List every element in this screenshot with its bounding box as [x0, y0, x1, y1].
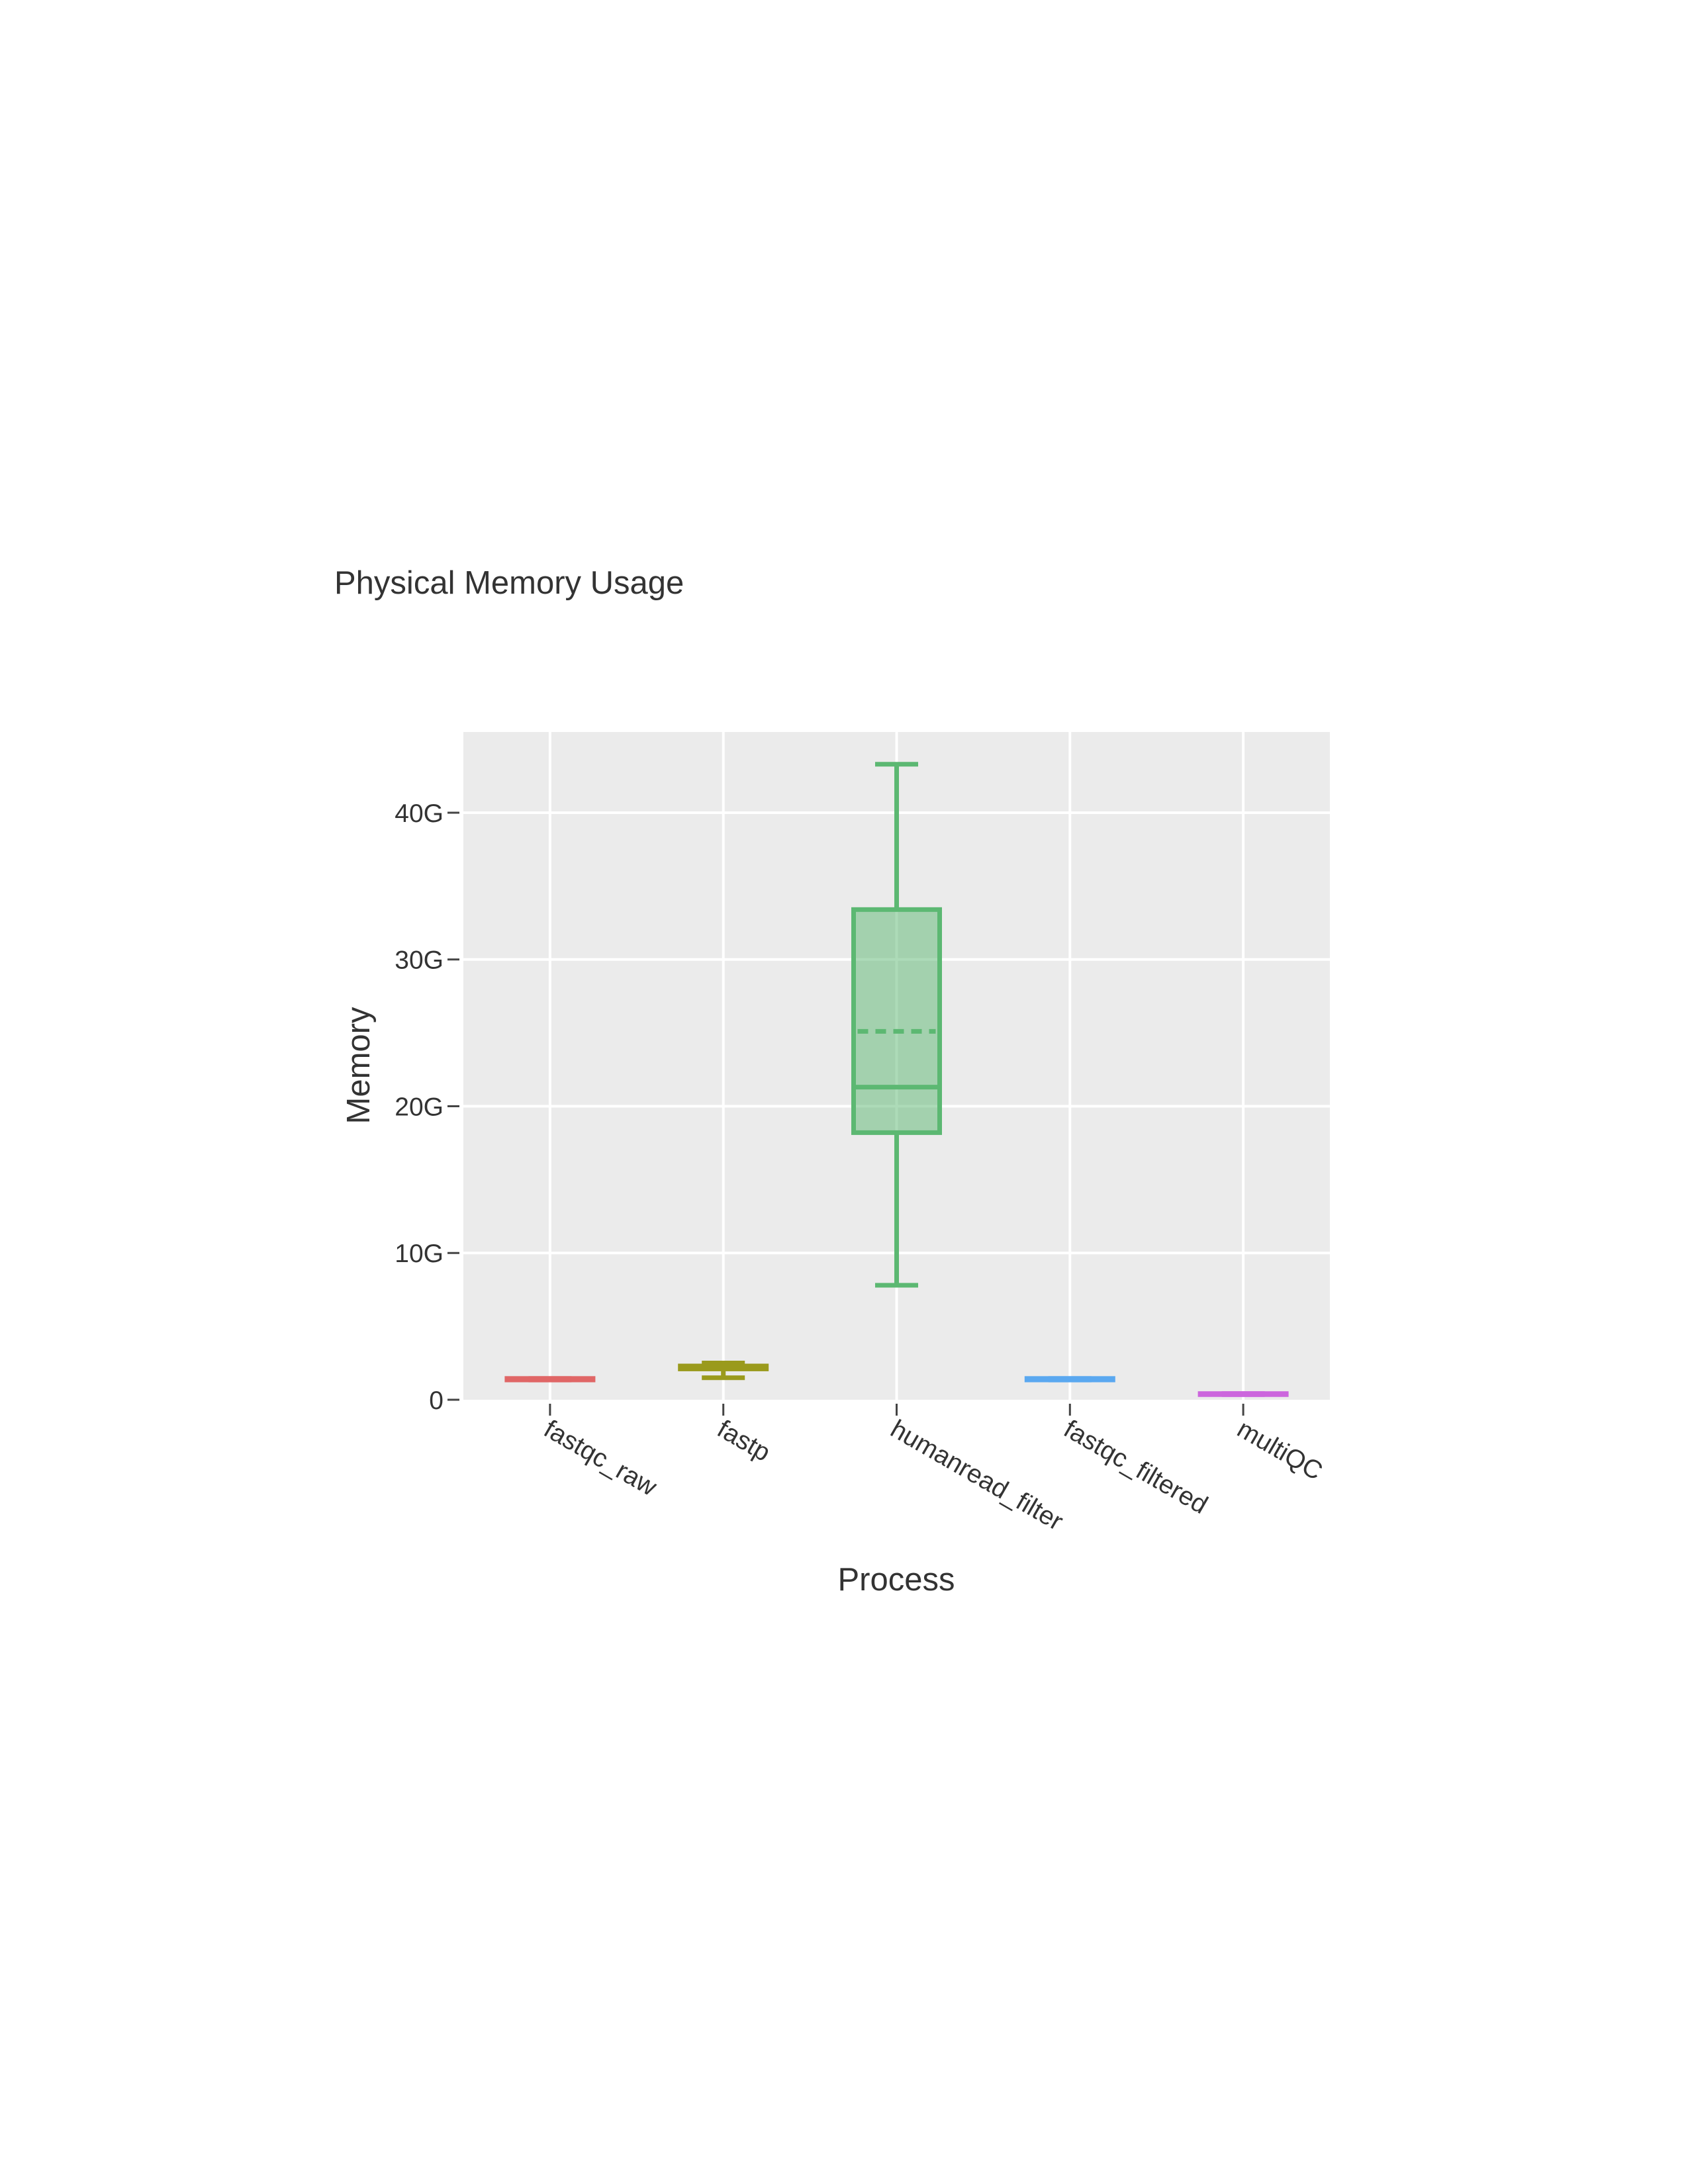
y-tick-label: 40G [395, 799, 444, 828]
x-tick-label: humanread_filter [886, 1415, 1068, 1537]
box-series [504, 762, 1289, 1397]
box-humanread_filter [851, 762, 942, 1288]
y-tick-label: 0 [429, 1387, 444, 1415]
x-tick-label: multiQC [1233, 1415, 1327, 1486]
box-fastqc_filtered [1024, 1376, 1115, 1383]
box-multiQC [1197, 1391, 1289, 1397]
x-tick-label: fastqc_filtered [1059, 1415, 1213, 1520]
y-axis: 0 10G 20G 30G 40G [395, 799, 459, 1415]
x-axis: fastqc_raw fastp humanread_filterfastqc_fi… [539, 1404, 1327, 1536]
iqr-box [851, 907, 942, 1135]
y-tick-label: 10G [395, 1240, 444, 1268]
box-fastp [678, 1361, 769, 1381]
x-tick-label: fastqc_raw [539, 1415, 662, 1502]
x-tick-label: fastp [712, 1415, 775, 1468]
box-fastqc_raw [504, 1376, 596, 1383]
y-tick-label: 30G [395, 946, 444, 975]
x-axis-title: Process [837, 1562, 955, 1598]
y-axis-title: Memory [341, 1007, 377, 1124]
y-tick-label: 20G [395, 1093, 444, 1121]
chart-title: Physical Memory Usage [334, 565, 684, 601]
